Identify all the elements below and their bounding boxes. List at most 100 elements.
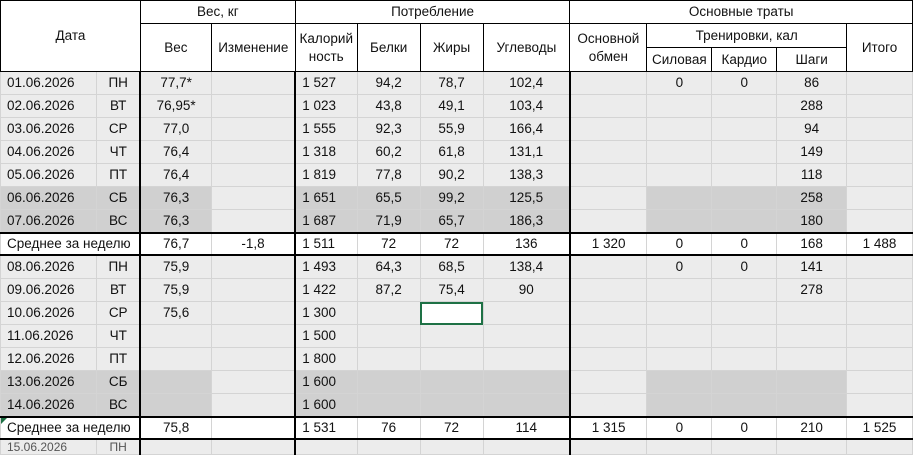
calories-cell[interactable]: 1 600	[294, 370, 358, 394]
bmr-cell[interactable]	[568, 301, 648, 325]
fat-cell[interactable]: 78,7	[419, 71, 484, 95]
steps-cell[interactable]: 94	[776, 117, 848, 141]
average-calories[interactable]: 1 511	[294, 232, 358, 256]
header-date[interactable]: Дата	[0, 0, 141, 72]
date-cell[interactable]: 02.06.2026	[0, 94, 97, 118]
change-cell[interactable]	[210, 94, 296, 118]
calories-cell[interactable]: 1 527	[294, 71, 358, 95]
carbs-cell[interactable]	[482, 370, 571, 394]
average-calories[interactable]: 1 531	[294, 416, 358, 440]
change-cell[interactable]	[210, 71, 296, 95]
steps-cell[interactable]: 180	[776, 209, 848, 234]
average-label[interactable]: Среднее за неделю	[0, 232, 141, 256]
empty-cell[interactable]	[711, 438, 778, 455]
weekday-cell[interactable]: ЧТ	[95, 324, 141, 348]
strength-cell[interactable]: 0	[646, 71, 713, 95]
average-cardio[interactable]: 0	[711, 416, 778, 440]
calories-cell[interactable]: 1 600	[294, 393, 358, 418]
calories-cell[interactable]: 1 318	[294, 140, 358, 164]
empty-cell[interactable]	[646, 438, 713, 455]
steps-cell[interactable]: 149	[776, 140, 848, 164]
average-weight[interactable]: 75,8	[139, 416, 212, 440]
bmr-cell[interactable]	[568, 209, 648, 234]
protein-cell[interactable]: 64,3	[356, 254, 421, 279]
average-label[interactable]: Среднее за неделю	[0, 416, 141, 440]
empty-cell[interactable]	[139, 438, 212, 455]
calories-cell[interactable]: 1 422	[294, 278, 358, 302]
average-steps[interactable]: 210	[776, 416, 848, 440]
weight-cell[interactable]: 75,9	[139, 254, 212, 279]
header-cardio[interactable]: Кардио	[711, 47, 778, 72]
header-carbs[interactable]: Углеводы	[482, 23, 571, 72]
bmr-cell[interactable]	[568, 163, 648, 187]
calories-cell[interactable]: 1 555	[294, 117, 358, 141]
strength-cell[interactable]	[646, 209, 713, 234]
calories-cell[interactable]: 1 023	[294, 94, 358, 118]
fat-cell[interactable]: 75,4	[419, 278, 484, 302]
date-cell[interactable]: 08.06.2026	[0, 254, 97, 279]
weekday-cell[interactable]: ПТ	[95, 347, 141, 371]
date-cell[interactable]: 09.06.2026	[0, 278, 97, 302]
average-weight[interactable]: 76,7	[139, 232, 212, 256]
average-strength[interactable]: 0	[646, 232, 713, 256]
header-protein[interactable]: Белки	[356, 23, 421, 72]
carbs-cell[interactable]	[482, 393, 571, 418]
weekday-cell[interactable]: ЧТ	[95, 140, 141, 164]
average-carbs[interactable]: 136	[482, 232, 571, 256]
average-strength[interactable]: 0	[646, 416, 713, 440]
steps-cell[interactable]: 278	[776, 278, 848, 302]
carbs-cell[interactable]: 138,4	[482, 254, 571, 279]
average-change[interactable]	[210, 416, 296, 440]
fat-cell[interactable]	[419, 370, 484, 394]
empty-cell[interactable]	[568, 438, 648, 455]
steps-cell[interactable]	[776, 301, 848, 325]
cardio-cell[interactable]: 0	[711, 71, 778, 95]
carbs-cell[interactable]: 138,3	[482, 163, 571, 187]
steps-cell[interactable]: 86	[776, 71, 848, 95]
carbs-cell[interactable]	[482, 347, 571, 371]
fat-cell[interactable]: 68,5	[419, 254, 484, 279]
protein-cell[interactable]: 71,9	[356, 209, 421, 234]
steps-cell[interactable]: 118	[776, 163, 848, 187]
empty-cell[interactable]	[294, 438, 358, 455]
cardio-cell[interactable]	[711, 347, 778, 371]
steps-cell[interactable]: 258	[776, 186, 848, 210]
steps-cell[interactable]	[776, 324, 848, 348]
protein-cell[interactable]	[356, 324, 421, 348]
total-cell[interactable]	[846, 370, 913, 394]
header-strength[interactable]: Силовая	[646, 47, 713, 72]
cardio-cell[interactable]	[711, 209, 778, 234]
average-protein[interactable]: 76	[356, 416, 421, 440]
cardio-cell[interactable]	[711, 94, 778, 118]
protein-cell[interactable]: 60,2	[356, 140, 421, 164]
average-steps[interactable]: 168	[776, 232, 848, 256]
date-cell[interactable]: 06.06.2026	[0, 186, 97, 210]
strength-cell[interactable]	[646, 301, 713, 325]
fat-cell[interactable]: 55,9	[419, 117, 484, 141]
weight-cell[interactable]: 76,4	[139, 140, 212, 164]
carbs-cell[interactable]: 166,4	[482, 117, 571, 141]
fat-cell[interactable]: 49,1	[419, 94, 484, 118]
weight-cell[interactable]	[139, 393, 212, 418]
strength-cell[interactable]	[646, 370, 713, 394]
carbs-cell[interactable]: 125,5	[482, 186, 571, 210]
cardio-cell[interactable]	[711, 163, 778, 187]
header-total[interactable]: Итого	[846, 23, 913, 72]
total-cell[interactable]	[846, 186, 913, 210]
change-cell[interactable]	[210, 117, 296, 141]
empty-cell[interactable]	[846, 438, 913, 455]
empty-cell[interactable]	[210, 438, 296, 455]
calories-cell[interactable]: 1 500	[294, 324, 358, 348]
steps-cell[interactable]: 288	[776, 94, 848, 118]
strength-cell[interactable]: 0	[646, 254, 713, 279]
header-change[interactable]: Изменение	[210, 23, 296, 72]
weekday-cell[interactable]: ВТ	[95, 94, 141, 118]
calories-cell[interactable]: 1 493	[294, 254, 358, 279]
date-cell[interactable]: 12.06.2026	[0, 347, 97, 371]
carbs-cell[interactable]: 103,4	[482, 94, 571, 118]
cardio-cell[interactable]	[711, 301, 778, 325]
change-cell[interactable]	[210, 254, 296, 279]
average-total[interactable]: 1 525	[846, 416, 913, 440]
total-cell[interactable]	[846, 117, 913, 141]
empty-cell[interactable]	[482, 438, 571, 455]
